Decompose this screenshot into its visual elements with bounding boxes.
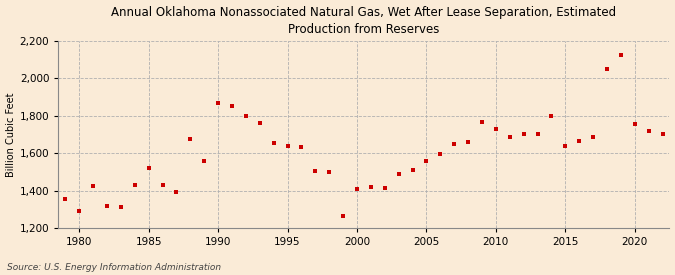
Point xyxy=(143,166,154,170)
Y-axis label: Billion Cubic Feet: Billion Cubic Feet xyxy=(5,92,16,177)
Point xyxy=(240,114,251,118)
Point xyxy=(491,127,502,131)
Point xyxy=(268,141,279,145)
Point xyxy=(60,197,71,202)
Point xyxy=(546,114,557,118)
Point xyxy=(213,101,223,105)
Point xyxy=(227,103,238,108)
Point xyxy=(282,144,293,148)
Point xyxy=(560,144,570,148)
Point xyxy=(379,186,390,190)
Point xyxy=(310,169,321,174)
Point xyxy=(477,119,487,124)
Point xyxy=(185,137,196,142)
Point xyxy=(365,185,376,189)
Point xyxy=(532,131,543,136)
Point xyxy=(171,190,182,194)
Point xyxy=(643,129,654,133)
Point xyxy=(74,208,84,213)
Point xyxy=(130,183,140,188)
Point xyxy=(394,172,404,176)
Text: Source: U.S. Energy Information Administration: Source: U.S. Energy Information Administ… xyxy=(7,263,221,272)
Title: Annual Oklahoma Nonassociated Natural Gas, Wet After Lease Separation, Estimated: Annual Oklahoma Nonassociated Natural Ga… xyxy=(111,6,616,35)
Point xyxy=(657,131,668,136)
Point xyxy=(199,159,210,163)
Point xyxy=(462,140,473,144)
Point xyxy=(588,135,599,140)
Point xyxy=(518,131,529,136)
Point xyxy=(574,139,585,144)
Point xyxy=(352,187,362,191)
Point xyxy=(115,205,126,209)
Point xyxy=(504,134,515,139)
Point xyxy=(601,67,612,71)
Point xyxy=(157,183,168,188)
Point xyxy=(101,204,112,208)
Point xyxy=(324,170,335,174)
Point xyxy=(421,159,432,163)
Point xyxy=(338,214,348,218)
Point xyxy=(407,168,418,172)
Point xyxy=(449,142,460,146)
Point xyxy=(629,122,640,127)
Point xyxy=(88,184,99,188)
Point xyxy=(435,152,446,156)
Point xyxy=(296,145,307,149)
Point xyxy=(616,53,626,57)
Point xyxy=(254,121,265,126)
